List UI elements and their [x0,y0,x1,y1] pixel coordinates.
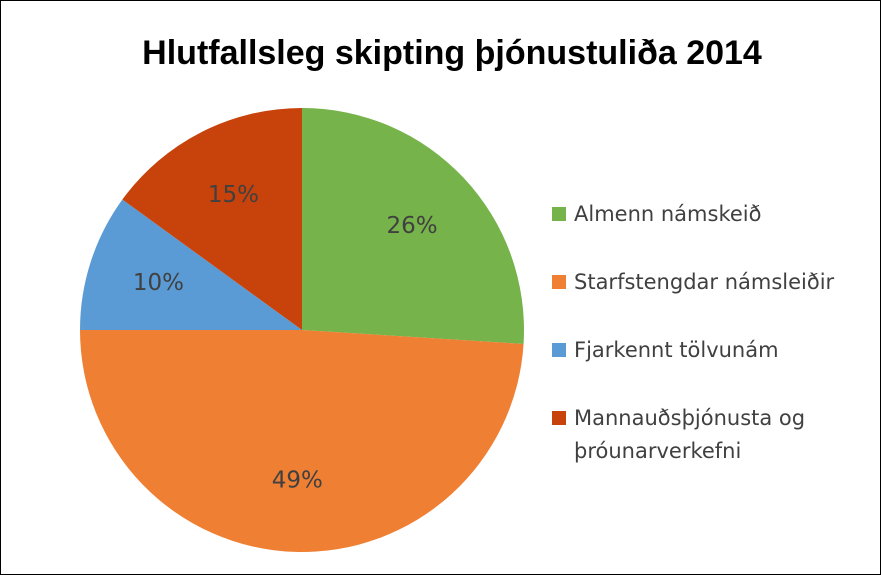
data-label: 10% [133,270,184,296]
legend-swatch [552,343,566,357]
chart-title: Hlutfallsleg skipting þjónustuliða 2014 [142,34,762,72]
legend-item: Mannauðsþjónusta og þróunarverkefni [552,402,872,468]
data-label: 49% [272,467,323,493]
legend-item: Almenn námskeið [552,198,872,231]
data-label: 15% [208,182,259,208]
legend-swatch [552,275,566,289]
pie-slice [302,108,524,344]
legend-label: Mannauðsþjónusta og þróunarverkefni [574,406,806,463]
legend-item: Starfstengdar námsleiðir [552,266,872,299]
pie-slice [122,108,302,330]
data-label: 26% [386,213,437,239]
legend-item: Fjarkennt tölvunám [552,334,872,367]
legend-swatch [552,411,566,425]
legend: Almenn námskeið Starfstengdar námsleiðir F… [552,198,872,503]
legend-label: Starfstengdar námsleiðir [574,270,835,294]
legend-label: Almenn námskeið [574,202,762,226]
legend-swatch [552,207,566,221]
pie-slice [80,330,524,553]
legend-label: Fjarkennt tölvunám [574,338,779,362]
pie-slice [80,199,302,330]
